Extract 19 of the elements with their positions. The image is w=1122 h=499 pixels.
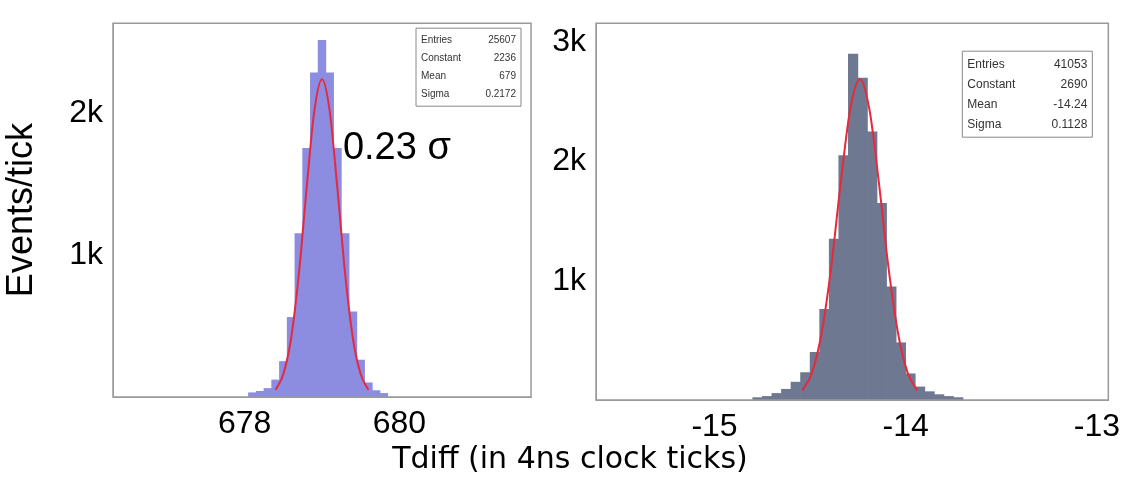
y-tick-label: 1k — [552, 260, 587, 297]
annotation: 0.23 σ — [342, 124, 451, 167]
y-tick-label: 2k — [69, 92, 104, 129]
text: Sigma 0.2172 — [421, 87, 516, 99]
text: Constant 2236 — [421, 51, 516, 63]
y-tick-label: 3k — [552, 22, 587, 59]
x-tick-label: -14 — [882, 407, 929, 444]
x-tick-label: 678 — [217, 404, 272, 441]
text: Mean 679 — [421, 69, 516, 81]
text: Mean -14.24 — [967, 96, 1088, 111]
y-tick-label: 2k — [552, 141, 587, 178]
y-axis-title: Events/tick — [0, 122, 40, 298]
y-tick-label: 1k — [69, 234, 104, 271]
x-tick-label: 680 — [372, 404, 427, 441]
text: Sigma 0.1128 — [967, 116, 1088, 131]
text: Constant 2690 — [967, 76, 1088, 91]
text: Entries 41053 — [967, 56, 1088, 71]
text: Entries 25607 — [421, 33, 516, 45]
x-tick-label: -13 — [1073, 407, 1120, 444]
